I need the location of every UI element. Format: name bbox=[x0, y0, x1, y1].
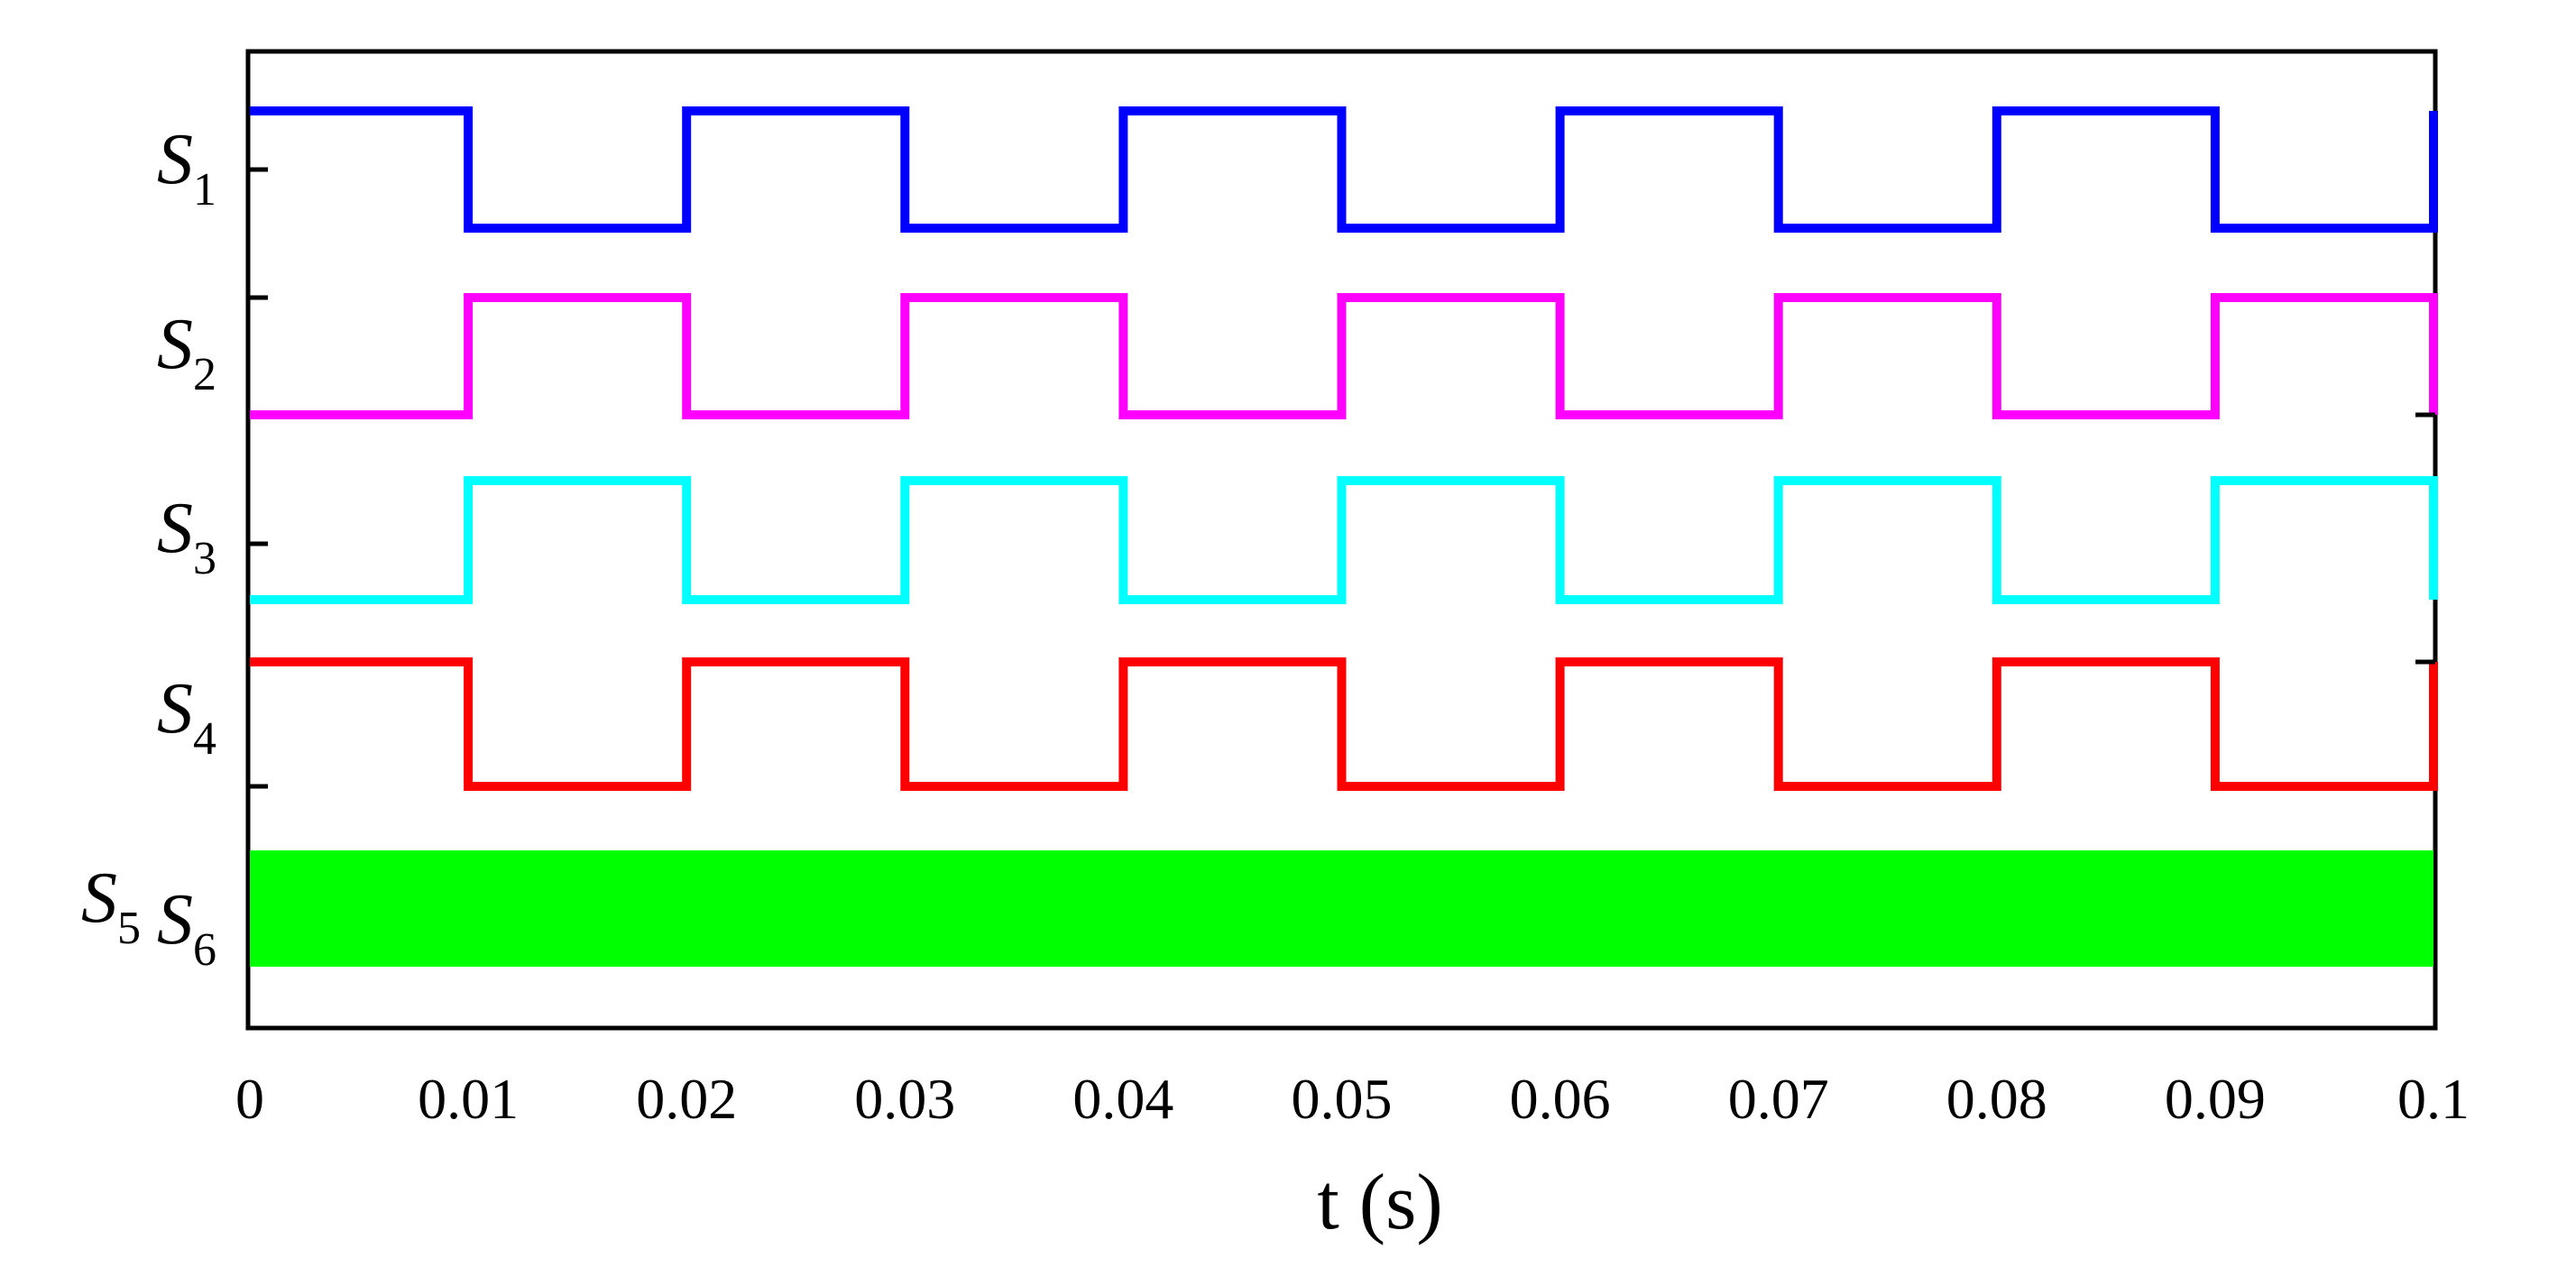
trace-s2 bbox=[250, 293, 2438, 419]
x-tick-label: 0.07 bbox=[1728, 1067, 1829, 1131]
x-tick-label: 0.08 bbox=[1946, 1067, 2047, 1131]
x-axis-ticks: 0 0.01 0.02 0.03 0.04 0.05 0.06 0.07 0.08 0.09 0.1 bbox=[235, 1067, 2470, 1131]
x-tick-label: 0.09 bbox=[2165, 1067, 2266, 1131]
signal-labels: S1 S2 S3 S4 S5 S6 bbox=[81, 120, 216, 976]
x-tick-label: 0.05 bbox=[1292, 1067, 1393, 1131]
trace-band-s5-s6 bbox=[250, 850, 2433, 967]
x-tick-label: 0.1 bbox=[2397, 1067, 2470, 1131]
signal-label-s5-s6: S5 S6 bbox=[81, 858, 216, 976]
signal-label-s1: S1 bbox=[157, 120, 216, 216]
x-tick-label: 0.04 bbox=[1072, 1067, 1173, 1131]
y-axis-ticks bbox=[248, 167, 2435, 789]
trace-s3 bbox=[250, 476, 2438, 604]
x-tick-label: 0.01 bbox=[418, 1067, 519, 1131]
signal-label-s4: S4 bbox=[157, 669, 216, 765]
signal-traces bbox=[250, 106, 2438, 967]
x-tick-label: 0.06 bbox=[1510, 1067, 1611, 1131]
signal-label-s3: S3 bbox=[157, 489, 216, 584]
x-tick-label: 0.03 bbox=[854, 1067, 955, 1131]
x-axis-title: t (s) bbox=[1317, 1159, 1442, 1246]
trace-s1 bbox=[250, 106, 2438, 233]
x-tick-label: 0 bbox=[235, 1067, 264, 1131]
x-tick-label: 0.02 bbox=[636, 1067, 737, 1131]
signal-label-s2: S2 bbox=[157, 305, 216, 400]
trace-s4 bbox=[250, 657, 2438, 791]
